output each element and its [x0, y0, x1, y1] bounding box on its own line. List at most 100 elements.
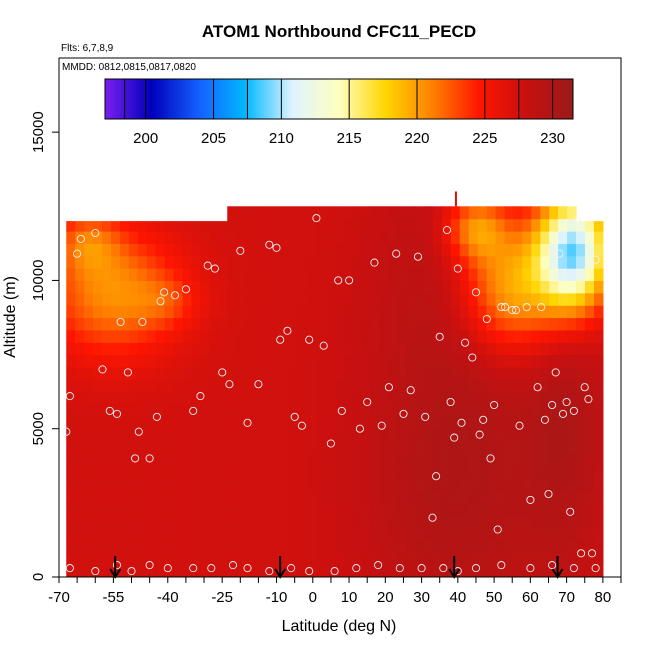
colorbar-segment [349, 79, 353, 119]
heatmap-cell [191, 268, 201, 282]
heatmap-cell [441, 342, 452, 356]
heatmap-cell [298, 268, 309, 282]
heatmap-cell [558, 329, 568, 343]
heatmap-cell [263, 317, 273, 331]
heatmap-cell [75, 478, 85, 492]
heatmap-cell [522, 416, 532, 430]
heatmap-cell [102, 243, 112, 257]
heatmap-cell [486, 539, 497, 553]
heatmap-cell [406, 564, 416, 577]
colorbar-segment [268, 79, 272, 119]
heatmap-cell [93, 255, 103, 269]
x-tick-label: -25 [211, 589, 233, 606]
heatmap-cell [227, 379, 237, 393]
heatmap-cell [325, 539, 336, 553]
heatmap-cell [558, 292, 568, 306]
heatmap-cell [298, 366, 309, 380]
heatmap-cell [361, 527, 371, 541]
colorbar-segment [370, 79, 374, 119]
heatmap-cell [593, 379, 604, 393]
sample-point [91, 567, 100, 576]
heatmap-cell [406, 305, 416, 319]
heatmap-cell [361, 478, 371, 492]
heatmap-cell [236, 428, 246, 442]
heatmap-cell [263, 527, 273, 541]
colorbar-tick-label: 210 [269, 130, 294, 147]
heatmap-cell [182, 317, 193, 331]
heatmap-cell [325, 366, 336, 380]
heatmap-cell [424, 428, 434, 442]
heatmap-cell [432, 478, 443, 492]
heatmap-cell [218, 441, 228, 455]
heatmap-cell [468, 404, 479, 417]
heatmap-cell [298, 354, 309, 368]
heatmap-cell [155, 490, 166, 504]
heatmap-cell [441, 465, 452, 479]
heatmap-cell [146, 221, 157, 232]
heatmap-cell [263, 218, 273, 232]
heatmap-cell [84, 305, 94, 319]
heatmap-cell [93, 366, 103, 380]
heatmap-cell [432, 465, 443, 479]
heatmap-cell [254, 218, 264, 232]
heatmap-cell [361, 329, 371, 343]
colorbar-segment [406, 79, 410, 119]
heatmap-cell [397, 428, 407, 442]
colorbar-segment [528, 79, 532, 119]
colorbar-segment [235, 79, 239, 119]
heatmap-cell [263, 428, 273, 442]
heatmap-cell [593, 317, 604, 331]
x-tick-label: -10 [266, 589, 288, 606]
heatmap-cell [486, 404, 497, 417]
colorbar-segment [276, 79, 280, 119]
heatmap-cell [522, 441, 532, 455]
heatmap-cell [280, 268, 291, 282]
heatmap-cell [66, 564, 76, 577]
heatmap-cell [334, 268, 345, 282]
heatmap-cell [567, 231, 577, 244]
heatmap-cell [397, 502, 407, 516]
heatmap-cell [379, 342, 389, 356]
colorbar-segment [120, 79, 124, 119]
heatmap-cell [66, 441, 76, 455]
heatmap-cell [549, 428, 559, 442]
colorbar-segment [310, 79, 314, 119]
colorbar-segment [404, 79, 408, 119]
heatmap-cell [325, 441, 336, 455]
heatmap-cell [397, 280, 407, 294]
heatmap-cell [298, 231, 309, 244]
heatmap-cell [415, 490, 425, 504]
heatmap-cell [191, 379, 201, 393]
heatmap-cell [289, 502, 300, 516]
heatmap-cell [66, 342, 76, 356]
heatmap-cell [432, 441, 443, 455]
heatmap-cell [593, 552, 604, 566]
heatmap-cell [531, 379, 541, 393]
heatmap-cell [236, 391, 246, 405]
heatmap-cell [334, 354, 345, 368]
heatmap-cell [137, 255, 148, 269]
heatmap-cell [164, 379, 175, 393]
heatmap-cell [280, 527, 291, 541]
colorbar-segment [417, 79, 421, 119]
heatmap-cell [486, 206, 497, 220]
heatmap-cell [263, 478, 273, 492]
heatmap-cell [93, 354, 103, 368]
heatmap-cell [370, 366, 380, 380]
heatmap-cell [334, 231, 345, 244]
heatmap-cell [191, 255, 201, 269]
heatmap-cell [468, 366, 479, 380]
heatmap-cell [75, 502, 85, 516]
heatmap-cell [254, 292, 264, 306]
heatmap-cell [441, 478, 452, 492]
heatmap-cell [361, 539, 371, 553]
heatmap-cell [146, 292, 157, 306]
heatmap-cell [110, 527, 121, 541]
heatmap-cell [432, 218, 443, 232]
heatmap-cell [531, 552, 541, 566]
heatmap-cell [298, 465, 309, 479]
heatmap-cell [110, 379, 121, 393]
heatmap-cell [370, 515, 380, 529]
heatmap-cell [415, 317, 425, 331]
heatmap-cell [164, 243, 175, 257]
